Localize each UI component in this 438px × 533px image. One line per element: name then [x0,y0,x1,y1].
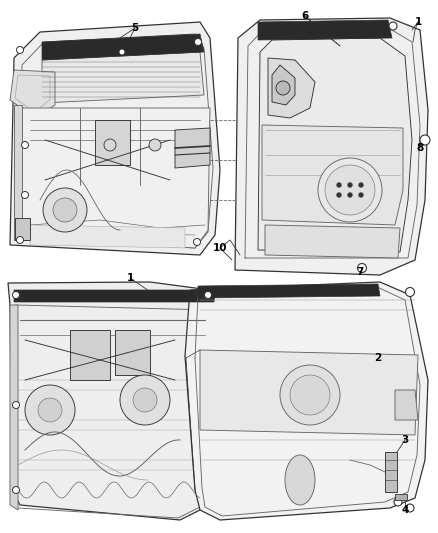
Circle shape [205,292,212,298]
Circle shape [357,263,367,272]
Polygon shape [385,452,397,492]
Circle shape [43,188,87,232]
Circle shape [406,504,414,512]
Text: 3: 3 [401,435,409,445]
Polygon shape [30,225,185,248]
Circle shape [13,401,20,408]
Circle shape [25,385,75,435]
Text: 8: 8 [417,143,424,153]
Polygon shape [272,65,295,105]
Circle shape [17,46,24,53]
Circle shape [325,165,375,215]
Polygon shape [395,494,407,500]
Circle shape [276,81,290,95]
Polygon shape [258,20,392,40]
Polygon shape [8,282,218,520]
Polygon shape [10,70,55,118]
Circle shape [406,287,414,296]
Circle shape [358,182,364,188]
Text: 7: 7 [356,267,364,277]
Polygon shape [268,58,315,118]
Polygon shape [10,22,220,255]
Circle shape [194,38,201,45]
Polygon shape [198,284,380,298]
Text: 2: 2 [374,353,381,363]
Polygon shape [22,108,210,248]
Circle shape [13,487,20,494]
Circle shape [318,158,382,222]
Text: 5: 5 [131,23,138,33]
Polygon shape [42,52,204,103]
Circle shape [420,135,430,145]
Polygon shape [235,18,428,275]
Polygon shape [395,390,418,420]
Polygon shape [14,290,215,302]
Circle shape [358,192,364,198]
Text: 1: 1 [127,273,134,283]
Polygon shape [14,105,22,240]
Circle shape [336,192,342,198]
Polygon shape [185,282,428,520]
Circle shape [119,49,125,55]
Polygon shape [258,38,412,252]
Polygon shape [95,120,130,165]
Polygon shape [70,330,110,380]
Polygon shape [42,34,204,60]
Circle shape [38,398,62,422]
Circle shape [290,375,330,415]
Circle shape [394,498,402,506]
Circle shape [347,182,353,188]
Text: 4: 4 [401,505,409,515]
Polygon shape [200,350,418,435]
Circle shape [389,22,397,30]
Polygon shape [265,225,400,258]
Polygon shape [115,330,150,375]
Text: 6: 6 [301,11,309,21]
Polygon shape [175,128,210,168]
Circle shape [120,375,170,425]
Circle shape [104,139,116,151]
Circle shape [133,388,157,412]
Circle shape [17,237,24,244]
Circle shape [149,139,161,151]
Circle shape [13,292,20,298]
Circle shape [280,365,340,425]
Circle shape [336,182,342,188]
Circle shape [194,238,201,246]
Circle shape [21,141,28,149]
Text: 10: 10 [213,243,227,253]
Circle shape [21,191,28,198]
Polygon shape [262,125,403,225]
Circle shape [347,192,353,198]
Ellipse shape [285,455,315,505]
Polygon shape [15,218,30,240]
Polygon shape [10,305,18,510]
Circle shape [53,198,77,222]
Text: 1: 1 [414,17,422,27]
